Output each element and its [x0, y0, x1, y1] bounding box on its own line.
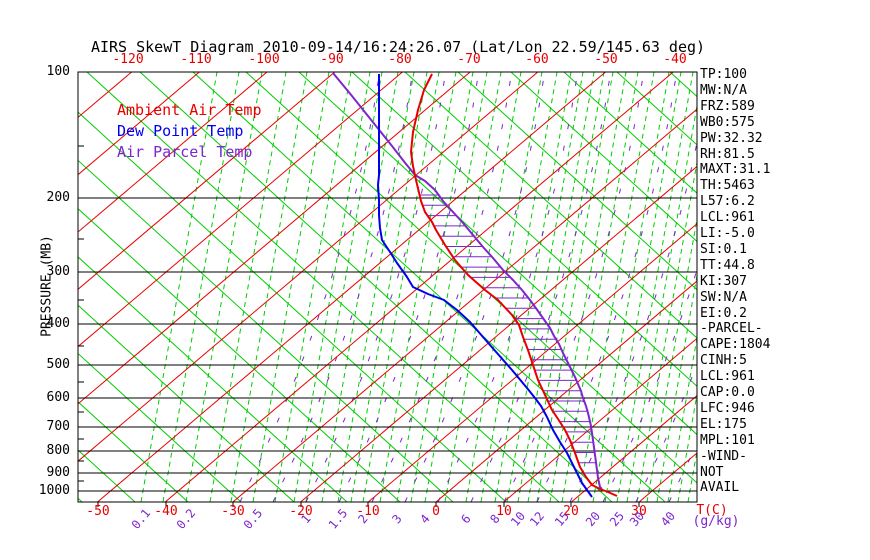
top-temp-label: -40	[663, 52, 687, 67]
bottom-temp-label: -10	[356, 504, 380, 519]
bottom-temp-label: 10	[496, 504, 512, 519]
top-temp-label: -60	[525, 52, 549, 67]
index-line: TP:100	[700, 67, 747, 82]
index-line: MPL:101	[700, 432, 755, 448]
index-line: SW:N/A	[700, 289, 747, 305]
index-line: FRZ:589	[700, 98, 755, 114]
ambient-air-temp-curve	[410, 73, 618, 497]
bottom-temp-label: -50	[86, 504, 110, 519]
index-line: NOT	[700, 464, 724, 480]
top-temp-label: -70	[457, 52, 481, 67]
index-line: LI:-5.0	[700, 226, 755, 241]
index-line: MW:N/A	[700, 82, 747, 98]
legend-item-2: Air Parcel Temp	[117, 143, 253, 161]
pressure-tick-label: 200	[46, 190, 70, 205]
top-temp-label: -90	[320, 52, 344, 67]
index-line: PW:32.32	[700, 130, 763, 146]
bottom-temp-label: -30	[221, 504, 245, 519]
top-temp-label: -120	[112, 52, 144, 67]
temp-axis-title: T(C)	[696, 503, 728, 518]
air-parcel-temp-curve	[332, 72, 603, 490]
top-temp-label: -110	[180, 52, 212, 67]
chart-title: AIRS SkewT Diagram 2010-09-14/16:24:26.0…	[90, 38, 706, 56]
pressure-tick-label: 400	[46, 316, 70, 331]
index-line: LFC:946	[700, 400, 755, 416]
background-lines	[78, 72, 697, 502]
pressure-tick-label: 800	[46, 443, 70, 458]
bottom-temp-label: -40	[154, 504, 178, 519]
dew-point-temp-curve	[377, 74, 593, 498]
pressure-tick-label: 500	[46, 357, 70, 372]
index-line: LCL:961	[700, 369, 755, 385]
mixing-axis-title: (g/kg)	[692, 514, 740, 529]
legend-item-1: Dew Point Temp	[117, 122, 244, 140]
pressure-tick-label: 700	[46, 419, 70, 434]
index-line: LCL:961	[700, 210, 755, 226]
index-line: AVAIL	[700, 480, 740, 496]
index-line: KI:307	[700, 273, 747, 289]
top-temp-label: -80	[388, 52, 412, 67]
top-temp-label: -100	[248, 52, 280, 67]
pressure-tick-label: 300	[46, 264, 70, 279]
legend-item-0: Ambient Air Temp	[117, 101, 262, 119]
index-line: -WIND-	[700, 448, 747, 464]
pressure-tick-label: 600	[46, 390, 70, 405]
index-line: SI:0.1	[700, 241, 747, 257]
index-line: MAXT:31.1	[700, 162, 771, 178]
pressure-tick-label: 100	[46, 64, 70, 79]
bottom-temp-label: 0	[432, 504, 440, 519]
bottom-temp-label: 30	[631, 504, 647, 519]
index-line: TT:44.8	[700, 257, 755, 273]
top-temp-label: -50	[594, 52, 618, 67]
index-line: CAP:0.0	[700, 385, 755, 400]
bottom-temp-label: -20	[289, 504, 313, 519]
index-line: WB0:575	[700, 114, 755, 130]
index-line: L57:6.2	[700, 194, 755, 210]
cape-hatch-area	[419, 194, 598, 474]
pressure-tick-label: 1000	[38, 483, 70, 498]
index-line: CAPE:1804	[700, 337, 771, 353]
index-line: TH:5463	[700, 178, 755, 194]
pressure-tick-label: 900	[46, 465, 70, 480]
index-line: -PARCEL-	[700, 321, 763, 337]
index-line: RH:81.5	[700, 146, 755, 162]
index-line: EI:0.2	[700, 305, 747, 321]
index-line: CINH:5	[700, 353, 747, 369]
bottom-temp-label: 20	[563, 504, 579, 519]
index-line: EL:175	[700, 416, 747, 432]
